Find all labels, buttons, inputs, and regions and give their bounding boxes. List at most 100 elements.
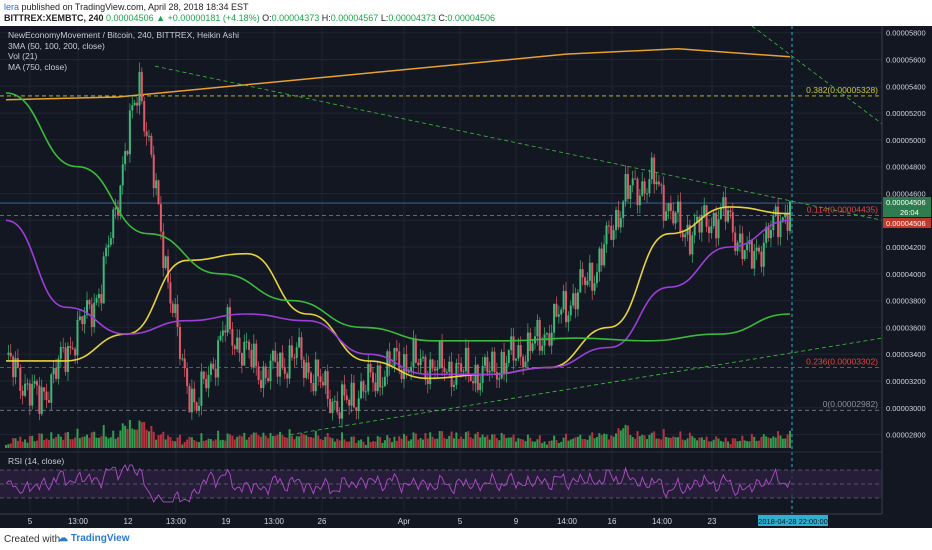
candle-body [774, 206, 777, 217]
price-tick: 0.00003200 [886, 377, 926, 386]
candle-body [97, 294, 100, 299]
volume-bar [462, 438, 465, 448]
candle-body [643, 181, 646, 194]
candle-body [190, 388, 193, 413]
candle-body [669, 203, 672, 211]
candle-body [591, 262, 594, 291]
candle-body [383, 376, 386, 387]
low-value: 0.00004373 [388, 13, 436, 23]
volume-bar [314, 430, 317, 448]
volume-bar [455, 432, 458, 448]
candle-body [195, 402, 198, 411]
candle-body [28, 383, 31, 406]
volume-bar [503, 434, 506, 448]
candle-body [136, 102, 139, 106]
ma-series [5, 219, 791, 376]
candle-body [731, 212, 734, 233]
candle-body [326, 371, 329, 399]
volume-bar [100, 436, 103, 448]
volume-bar [71, 439, 74, 448]
price-tick: 0.00005800 [886, 29, 926, 38]
candle-body [767, 226, 770, 239]
volume-bar [781, 438, 784, 448]
volume-bar [86, 434, 89, 448]
volume-bar [19, 436, 22, 448]
volume-bar [298, 436, 301, 448]
candle-body [317, 359, 320, 377]
volume-bar [119, 430, 122, 448]
candle-body [128, 110, 131, 155]
candle-body [331, 401, 334, 414]
tradingview-logo[interactable]: ☁ TradingView [58, 533, 130, 544]
volume-bar [302, 434, 305, 448]
volume-bar [433, 438, 436, 448]
candle-body [333, 400, 336, 402]
candle-body [243, 341, 246, 366]
volume-bar [712, 439, 715, 448]
volume-bar [641, 434, 644, 448]
candle-body [617, 210, 620, 228]
candle-body [40, 387, 43, 414]
candle-body [555, 303, 558, 317]
volume-bar [693, 438, 696, 448]
volume-bar [769, 438, 772, 448]
volume-bar [629, 434, 632, 448]
price-tick: 0.00003000 [886, 404, 926, 413]
candle-body [495, 372, 498, 380]
volume-bar [660, 439, 663, 448]
candle-body [214, 368, 217, 378]
candle-body [657, 181, 660, 185]
author-link[interactable]: lera [4, 2, 20, 12]
volume-bar [762, 434, 765, 448]
candle-body [467, 347, 470, 375]
volume-bar [21, 441, 24, 448]
last-price-box [883, 197, 931, 208]
candle-body [581, 269, 584, 278]
candle-body [93, 302, 96, 328]
legend-vol[interactable]: Vol (21) [8, 51, 38, 61]
candle-body [348, 399, 351, 406]
candle-body [81, 316, 84, 325]
volume-bar [636, 431, 639, 448]
legend-3ma[interactable]: 3MA (50, 100, 200, close) [8, 40, 105, 51]
candle-body [188, 386, 191, 413]
volume-bar [710, 441, 713, 448]
candle-body [693, 222, 696, 236]
volume-bar [512, 434, 515, 448]
chart-title[interactable]: NewEconomyMovement / Bitcoin, 240, BITTR… [8, 30, 240, 40]
candle-body [345, 395, 348, 400]
candle-body [26, 383, 29, 385]
time-tick: 14:00 [652, 517, 673, 526]
price-chart-svg[interactable]: 0.382(0.00005328) 0.114(0.00004435) 0.236(… [0, 26, 932, 528]
volume-bar [474, 433, 477, 448]
volume-bar [109, 437, 112, 448]
open-label: O: [262, 13, 272, 23]
candle-body [12, 356, 15, 378]
volume-bar [88, 437, 91, 448]
candle-body [703, 205, 706, 216]
volume-bar [612, 436, 615, 448]
price-tick: 0.00004800 [886, 163, 926, 172]
volume-bar [360, 439, 363, 448]
volume-bar [321, 439, 324, 448]
volume-bar [457, 438, 460, 448]
volume-bar [124, 425, 127, 448]
candle-body [557, 314, 560, 317]
time-tick: 5 [458, 517, 463, 526]
candle-body [319, 376, 322, 382]
volume-bar [164, 439, 167, 448]
volume-bar [748, 441, 751, 448]
rsi-legend[interactable]: RSI (14, close) [8, 456, 65, 466]
volume-bar [276, 434, 279, 448]
volume-bar [7, 444, 10, 448]
legend-ma750[interactable]: MA (750, close) [8, 61, 68, 72]
volume-bar [624, 424, 627, 448]
rsi-line [5, 464, 791, 503]
volume-bar [167, 435, 170, 448]
candle-body [441, 341, 444, 368]
volume-bar [469, 437, 472, 448]
volume-bar [159, 434, 162, 448]
up-arrow-icon: ▲ [156, 13, 166, 23]
volume-bar [90, 432, 93, 448]
volume-bar [772, 436, 775, 448]
